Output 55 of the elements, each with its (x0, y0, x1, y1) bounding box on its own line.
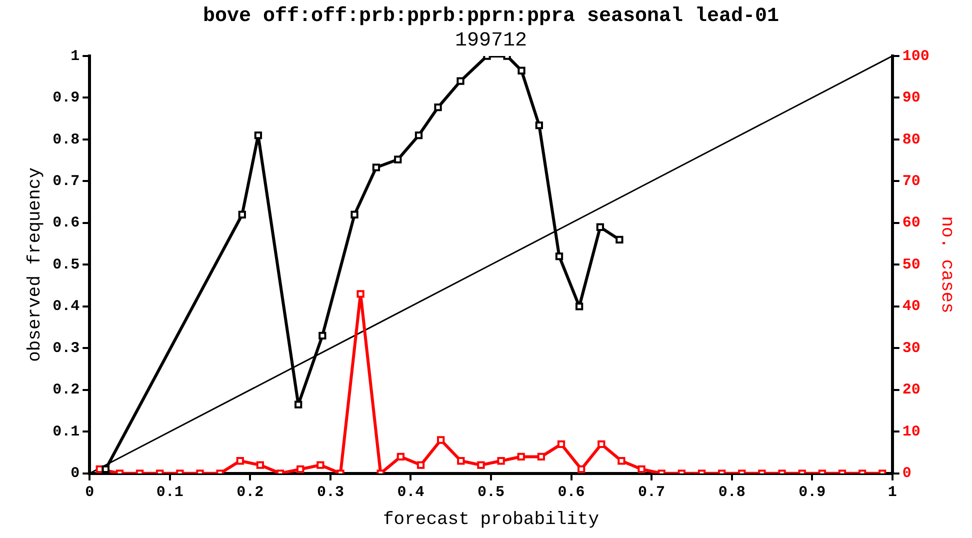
y-tick-label: 0.8 (52, 131, 80, 148)
y2-tick-label: 30 (902, 340, 920, 357)
y-tick-label: 0.7 (52, 173, 80, 190)
x-tick-label: 0.6 (558, 484, 585, 502)
point (535, 121, 543, 130)
y2-tick-label: 20 (902, 382, 920, 399)
x-tick-label: 0.4 (397, 484, 424, 502)
x-tick-label: 0 (85, 484, 94, 502)
point (596, 223, 604, 231)
y2-tick-label: 40 (902, 298, 920, 316)
y-tick-label: 0 (70, 465, 80, 482)
point (318, 332, 326, 340)
point (238, 210, 246, 218)
y2-tick-label: 60 (902, 214, 920, 232)
x-tick-label: 0.8 (718, 484, 746, 502)
y2-tick-label: 10 (902, 423, 920, 440)
x-tick-label: 0.5 (477, 484, 505, 502)
y-tick-label: 0.9 (52, 90, 80, 107)
y-tick-label: 0.4 (52, 298, 80, 316)
point (102, 465, 110, 474)
point (518, 66, 526, 74)
point (372, 164, 380, 172)
y-tick-label: 1 (70, 48, 80, 65)
x-tick-label: 0.3 (316, 484, 344, 502)
y2-tick-label: 100 (902, 48, 930, 65)
y2-tick-label: 80 (902, 131, 920, 148)
y2-tick-label: 70 (902, 173, 920, 190)
point (434, 104, 442, 112)
x-tick-label: 0.9 (798, 484, 826, 502)
point (394, 156, 402, 164)
x-tick-label: 0.2 (236, 484, 264, 502)
y2-tick-label: 90 (902, 90, 920, 107)
point (555, 252, 564, 260)
point (350, 210, 358, 218)
point (254, 131, 262, 140)
point (575, 302, 584, 310)
x-axis-title: forecast probability (382, 510, 600, 530)
y-tick-label: 0.5 (52, 256, 80, 274)
x-tick-label: 0.7 (638, 484, 666, 502)
y-axis-title: observed frequency (26, 167, 46, 362)
point (616, 236, 624, 244)
y-tick-label: 0.6 (52, 214, 80, 232)
y-tick-label: 0.3 (52, 340, 80, 357)
y-tick-label: 0.1 (52, 423, 80, 440)
x-tick-label: 0.1 (156, 484, 184, 502)
y2-tick-label: 50 (902, 256, 920, 274)
chart-subtitle: 199712 (454, 29, 528, 52)
x-tick-label: 1 (888, 484, 897, 502)
y2-axis-title: no. cases (936, 216, 956, 314)
point (294, 400, 302, 408)
point (414, 131, 423, 140)
y2-tick-label: 0 (902, 465, 912, 482)
point (456, 77, 464, 85)
y-tick-label: 0.2 (52, 382, 80, 399)
chart-title: bove off:off:prb:pprb:pprn:ppra seasonal lead-01 (202, 5, 780, 28)
